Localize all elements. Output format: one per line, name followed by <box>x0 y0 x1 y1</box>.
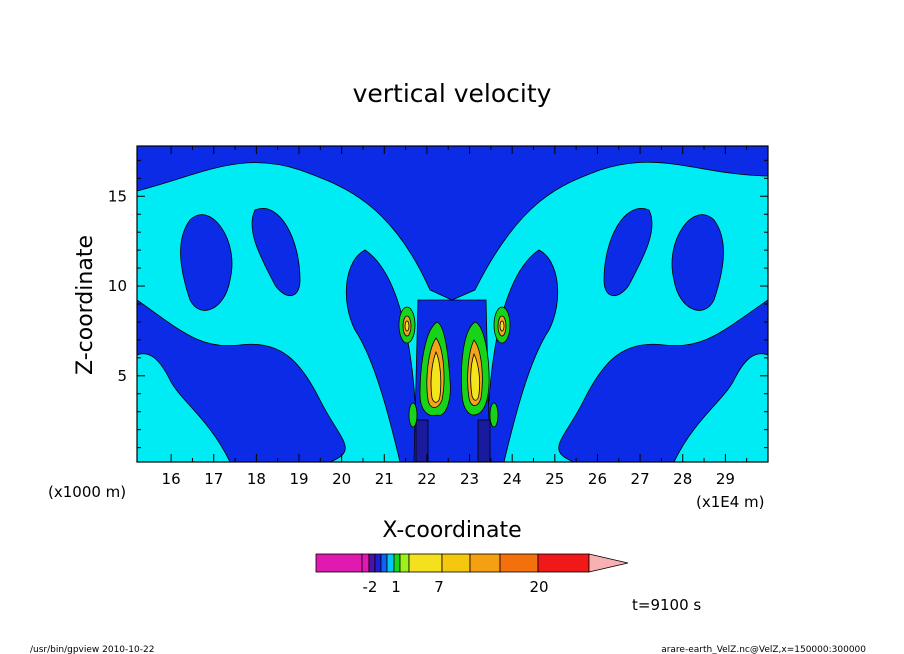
colorbar-segment <box>499 553 539 573</box>
colorbar-segment <box>469 553 501 573</box>
x-tick-label: 25 <box>545 470 564 488</box>
colorbar-segment <box>537 553 590 573</box>
contour-region-weak <box>483 249 559 462</box>
x-tick-label: 19 <box>289 470 308 488</box>
colorbar-segment <box>374 553 382 573</box>
x-tick-label: 28 <box>673 470 692 488</box>
plot-area: 16 17 18 19 20 21 22 23 24 25 26 27 28 29 5 10 15 <box>108 145 769 488</box>
colorbar-extension <box>588 553 629 573</box>
colorbar-segment <box>380 553 388 573</box>
footer-right: arare-earth_VelZ.nc@VelZ,x=150000:300000 <box>661 645 866 654</box>
colorbar-segment <box>386 553 395 573</box>
colorbar-segment <box>408 553 443 573</box>
contour-region-green <box>408 402 418 428</box>
contour-region-weak <box>137 299 346 462</box>
x-tick-label: 17 <box>204 470 223 488</box>
chart-title: vertical velocity <box>353 79 552 108</box>
y-tick-label: 10 <box>108 277 127 295</box>
colorbar-segment <box>393 553 401 573</box>
contour-region-yellow <box>430 351 442 403</box>
contour-region-green <box>489 402 499 428</box>
colorbar-label: 7 <box>434 578 444 596</box>
colorbar-label: 1 <box>391 578 401 596</box>
contour-region-strong <box>415 419 429 462</box>
x-unit-left: (x1000 m) <box>48 483 126 501</box>
time-label: t=9100 s <box>632 596 701 614</box>
contour-region-weak <box>603 208 653 297</box>
contour-region-weak <box>180 214 233 311</box>
x-unit-right: (x1E4 m) <box>696 493 765 511</box>
contour-region-weak <box>558 299 768 462</box>
contour-region-strong <box>477 419 491 462</box>
x-tick-label: 29 <box>716 470 735 488</box>
x-tick-label: 20 <box>332 470 351 488</box>
y-axis-label: Z-coordinate <box>73 235 98 375</box>
contour-region-yellow <box>470 352 481 401</box>
colorbar-segment <box>441 553 471 573</box>
colorbar: -2 1 7 20 <box>315 553 629 596</box>
contour-region-weak <box>671 214 724 311</box>
x-tick-label: 21 <box>375 470 394 488</box>
x-tick-label: 18 <box>247 470 266 488</box>
x-axis-label: X-coordinate <box>382 518 521 543</box>
x-tick-label: 23 <box>460 470 479 488</box>
x-tick-label: 26 <box>588 470 607 488</box>
x-tick-label: 24 <box>503 470 522 488</box>
contour-region-weak <box>251 208 301 297</box>
contour-region-yellow <box>404 320 410 332</box>
x-tick-label: 27 <box>631 470 650 488</box>
colorbar-label: 20 <box>529 578 548 596</box>
contour-region-yellow <box>499 320 505 332</box>
x-tick-label: 22 <box>417 470 436 488</box>
footer-left: /usr/bin/gpview 2010-10-22 <box>30 645 154 654</box>
contour-region-weak <box>345 249 421 462</box>
x-tick-label: 16 <box>162 470 181 488</box>
colorbar-label: -2 <box>363 578 378 596</box>
y-tick-label: 5 <box>117 367 127 385</box>
colorbar-segment <box>399 553 410 573</box>
y-tick-label: 15 <box>108 187 127 205</box>
colorbar-segment <box>368 553 376 573</box>
colorbar-segment <box>315 553 363 573</box>
colorbar-segment <box>361 553 370 573</box>
contour-region-weak <box>137 146 768 301</box>
